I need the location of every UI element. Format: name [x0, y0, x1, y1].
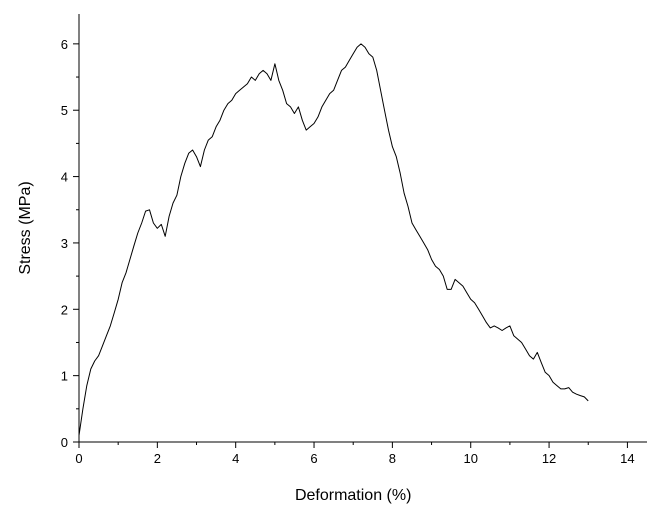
x-tick-label: 10 [463, 451, 477, 466]
x-tick-label: 8 [389, 451, 396, 466]
axes [78, 14, 647, 443]
ticks [73, 43, 628, 448]
x-tick-label: 4 [232, 451, 239, 466]
y-tick-label: 3 [61, 236, 68, 251]
series-layer [78, 43, 589, 436]
x-tick-label: 6 [310, 451, 317, 466]
y-tick-label: 2 [61, 302, 68, 317]
x-axis-title: Deformation (%) [295, 487, 411, 504]
series-line [78, 43, 589, 436]
x-tick-label: 2 [154, 451, 161, 466]
y-tick-label: 6 [61, 37, 68, 52]
x-tick-label: 12 [542, 451, 556, 466]
y-tick-label: 1 [61, 369, 68, 384]
y-tick-label: 0 [61, 435, 68, 450]
y-tick-label: 4 [61, 170, 68, 185]
x-tick-label: 14 [620, 451, 634, 466]
y-axis-title: Stress (MPa) [17, 181, 34, 274]
x-tick-label: 0 [75, 451, 82, 466]
y-tick-label: 5 [61, 103, 68, 118]
